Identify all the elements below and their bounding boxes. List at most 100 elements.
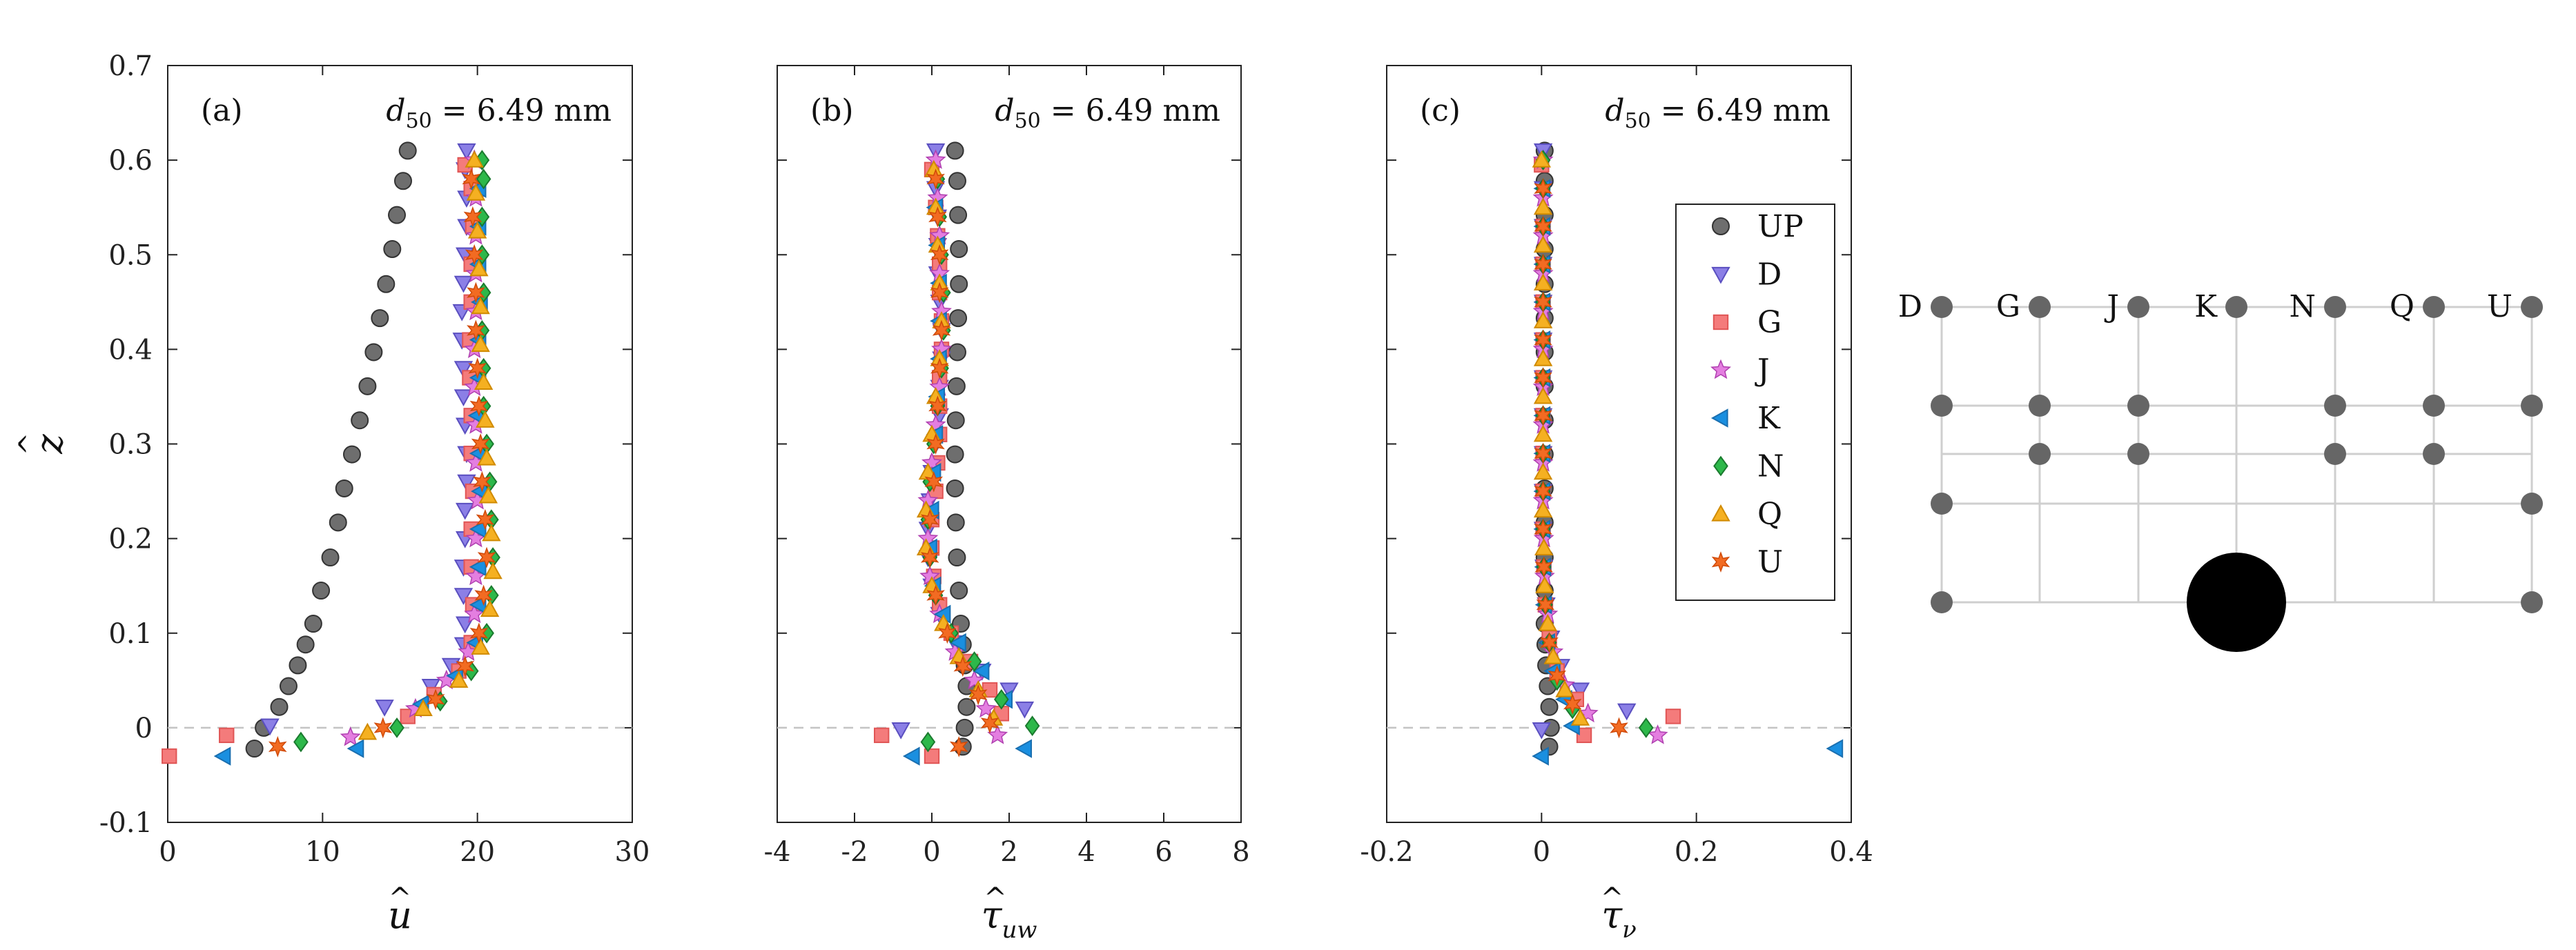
series-Q [358, 150, 502, 740]
measurement-node [1931, 493, 1953, 515]
data-point [1647, 724, 1668, 744]
data-point [471, 433, 490, 455]
data-point [342, 445, 361, 464]
data-point [477, 546, 496, 568]
series-D [260, 143, 476, 736]
data-point [947, 377, 966, 395]
data-point [972, 661, 990, 681]
data-point [465, 244, 484, 266]
legend-marker [1712, 217, 1730, 235]
x-tick-label: 10 [305, 836, 340, 868]
data-point [471, 297, 490, 315]
y-tick-label: 0.3 [108, 429, 153, 461]
x-tick-label: 0.4 [1829, 836, 1873, 868]
obstacle-circle [2187, 553, 2286, 652]
data-point [1576, 727, 1592, 744]
measurement-node [2225, 296, 2247, 318]
schematic-label: J [2104, 289, 2119, 324]
data-point [260, 718, 280, 736]
measurement-node [2127, 395, 2149, 417]
measurement-node [1931, 296, 1953, 318]
data-point [466, 184, 486, 201]
data-point [926, 168, 945, 190]
data-point [1533, 311, 1553, 328]
legend-marker [1713, 314, 1729, 330]
data-point [902, 746, 920, 766]
data-point [469, 395, 489, 417]
y-tick-label: 0.5 [108, 239, 153, 271]
data-point [468, 357, 487, 379]
panel-a: -0.100.10.20.30.40.50.60.70 10 20 30(a) d50 … [14, 50, 650, 937]
x-tick-label: -2 [841, 836, 868, 868]
data-point [1534, 367, 1552, 388]
schematic-label: U [2487, 289, 2512, 324]
data-point [245, 740, 264, 758]
data-point [358, 722, 378, 740]
x-tick-label: 8 [1232, 836, 1249, 868]
data-point [457, 474, 476, 492]
data-point [1534, 518, 1552, 540]
schematic-label: Q [2390, 289, 2414, 324]
data-point [453, 389, 474, 406]
series-U [920, 168, 999, 758]
legend-label: Q [1757, 497, 1782, 532]
data-point [920, 546, 939, 568]
data-point [946, 411, 965, 430]
x-tick-label: 30 [615, 836, 650, 868]
data-point [920, 731, 936, 753]
schematic-label: D [1898, 289, 1922, 324]
panel-b: -4 -2 0 2 4 6 8 (b) d50 = 6.49 mm τuw^ [764, 65, 1250, 944]
y-axis-label: z [28, 434, 71, 455]
data-point [1548, 665, 1567, 686]
legend-label: G [1757, 305, 1782, 340]
data-point [471, 637, 490, 655]
schematic-label: N [2290, 289, 2316, 324]
data-point [1532, 746, 1549, 766]
data-point [1534, 177, 1552, 199]
data-point [393, 172, 412, 190]
x-tick-label: 0 [923, 836, 940, 868]
data-point [920, 508, 939, 531]
data-point [932, 319, 951, 342]
data-point [1533, 500, 1553, 518]
data-point [462, 168, 480, 190]
data-point [949, 633, 966, 653]
measurement-node [2521, 395, 2543, 417]
data-point [946, 479, 964, 497]
grain-size-annotation: d50 = 6.49 mm [386, 93, 612, 133]
data-point [993, 689, 1009, 710]
data-point [957, 697, 976, 716]
y-tick-label: 0.1 [108, 618, 153, 650]
measurement-node [2423, 395, 2445, 417]
data-point [270, 697, 289, 716]
data-point [469, 259, 489, 277]
data-point [219, 727, 235, 744]
data-point [999, 682, 1019, 700]
legend-label: D [1757, 257, 1782, 293]
data-point [469, 557, 487, 577]
series-UP [245, 141, 417, 758]
legend-marker [1711, 551, 1730, 573]
y-tick-label: 0.7 [108, 50, 153, 82]
measurement-node [2127, 296, 2149, 318]
legend-label: UP [1757, 209, 1804, 244]
data-point [279, 677, 297, 695]
data-point [1532, 722, 1552, 740]
data-point [413, 699, 433, 717]
x-tick-label: 6 [1155, 836, 1172, 868]
legend-marker [1711, 266, 1730, 284]
data-point [1563, 693, 1582, 715]
measurement-node [2324, 395, 2346, 417]
data-point [371, 309, 389, 328]
data-point [312, 582, 331, 600]
data-point [289, 656, 307, 675]
data-point [1534, 253, 1552, 275]
data-point [924, 471, 944, 493]
data-point [948, 343, 966, 362]
data-point [1826, 739, 1844, 758]
data-point [1538, 613, 1558, 631]
data-point [383, 240, 402, 259]
grain-size-annotation: d50 = 6.49 mm [995, 93, 1220, 133]
